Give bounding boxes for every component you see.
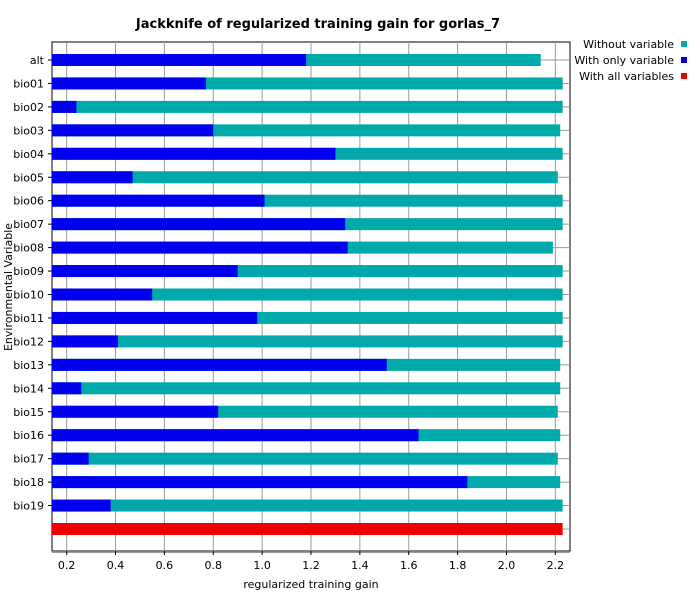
bar-with-only-variable — [52, 429, 419, 442]
bar-with-only-variable — [52, 241, 348, 254]
x-tick-labels: 0.2 0.4 0.6 0.8 1.0 1.2 1.4 1.6 1.8 2.0 2.2 — [58, 551, 564, 572]
bar-without-variable — [52, 499, 563, 512]
bar-without-variable — [52, 100, 563, 113]
bar-with-only-variable — [52, 382, 82, 395]
x-tick-label: 0.4 — [107, 559, 125, 572]
bar-with-only-variable — [52, 77, 206, 90]
legend: Without variable With only variable With a… — [574, 38, 687, 83]
y-tick-label: alt — [30, 54, 45, 67]
bar-without-variable — [52, 335, 563, 348]
y-tick-label: bio14 — [13, 382, 44, 395]
x-tick-label: 2.2 — [547, 559, 565, 572]
bar-with-only-variable — [52, 452, 89, 465]
x-tick-label: 1.6 — [400, 559, 418, 572]
bar-with-only-variable — [52, 124, 214, 137]
bar-with-only-variable — [52, 358, 387, 371]
legend-label: With all variables — [579, 70, 674, 83]
chart-title: Jackknife of regularized training gain f… — [135, 17, 500, 32]
y-tick-label: bio01 — [13, 77, 44, 90]
bar-with-only-variable — [52, 335, 118, 348]
y-tick-label: bio05 — [13, 171, 44, 184]
x-tick-label: 0.8 — [205, 559, 223, 572]
y-tick-label: bio02 — [13, 101, 44, 114]
x-tick-label: 1.4 — [351, 559, 369, 572]
bars — [52, 54, 563, 535]
x-tick-label: 1.8 — [449, 559, 467, 572]
bar-without-variable — [52, 452, 558, 465]
legend-label: Without variable — [583, 38, 674, 51]
bar-with-only-variable — [52, 54, 307, 66]
bar-with-only-variable — [52, 265, 238, 278]
y-tick-label: bio03 — [13, 124, 44, 137]
bar-with-only-variable — [52, 311, 258, 324]
bar-with-only-variable — [52, 218, 346, 231]
y-tick-label: bio06 — [13, 195, 44, 208]
y-tick-label: bio13 — [13, 359, 44, 372]
bar-with-only-variable — [52, 405, 219, 418]
bar-without-variable — [52, 171, 558, 184]
legend-swatch — [681, 41, 687, 47]
x-axis-label: regularized training gain — [243, 578, 378, 591]
bar-with-only-variable — [52, 288, 153, 301]
bar-with-only-variable — [52, 100, 77, 113]
x-tick-label: 1.0 — [253, 559, 271, 572]
legend-swatch — [681, 73, 687, 79]
y-tick-label: bio11 — [13, 312, 44, 325]
bar-with-only-variable — [52, 499, 111, 512]
bar-without-variable — [52, 288, 563, 301]
x-tick-label: 2.0 — [498, 559, 516, 572]
bar-with-only-variable — [52, 147, 336, 160]
y-tick-label: bio12 — [13, 335, 44, 348]
y-tick-label: bio18 — [13, 476, 44, 489]
x-tick-label: 1.2 — [302, 559, 320, 572]
bar-with-all-variables — [52, 523, 563, 535]
y-tick-label: bio10 — [13, 289, 44, 302]
y-tick-label: bio07 — [13, 218, 44, 231]
y-tick-label: bio15 — [13, 406, 44, 419]
y-tick-label: bio17 — [13, 453, 44, 466]
bar-with-only-variable — [52, 476, 468, 489]
y-tick-labels: alt bio01 bio02 bio03 bio04 bio05 bio06 bio07 bi… — [13, 54, 52, 513]
x-tick-label: 0.6 — [156, 559, 174, 572]
x-tick-label: 0.2 — [58, 559, 76, 572]
y-axis-label: Environmental Variable — [2, 223, 15, 351]
y-tick-label: bio19 — [13, 500, 44, 513]
bar-without-variable — [52, 382, 561, 395]
bar-with-only-variable — [52, 171, 133, 184]
y-tick-label: bio16 — [13, 429, 44, 442]
y-tick-label: bio04 — [13, 148, 44, 161]
legend-label: With only variable — [574, 54, 674, 67]
legend-swatch — [681, 57, 687, 63]
bar-with-only-variable — [52, 194, 265, 207]
y-tick-label: bio09 — [13, 265, 44, 278]
y-tick-label: bio08 — [13, 242, 44, 255]
